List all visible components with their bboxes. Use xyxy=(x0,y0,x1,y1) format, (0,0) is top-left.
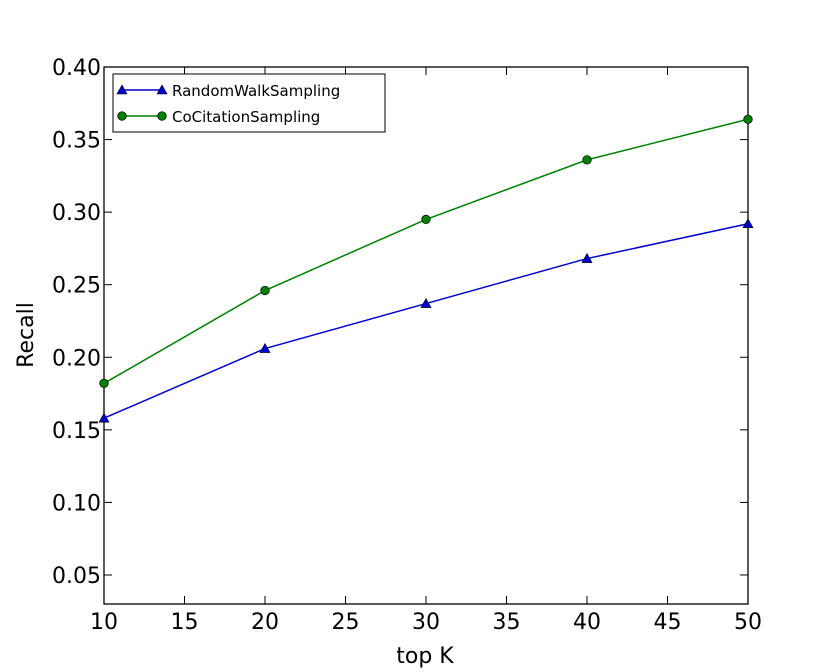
y-tick-label: 0.25 xyxy=(52,274,101,299)
legend: RandomWalkSampling CoCitationSampling xyxy=(112,73,386,133)
x-tick-label: 35 xyxy=(493,610,521,635)
y-tick-label: 0.05 xyxy=(52,564,101,589)
x-tick-label: 50 xyxy=(734,610,762,635)
x-axis-label: top K xyxy=(396,644,454,669)
y-tick-label: 0.15 xyxy=(52,419,101,444)
legend-marker-0 xyxy=(156,84,168,95)
data-point-1-3 xyxy=(582,155,592,165)
y-tick-label: 0.20 xyxy=(52,346,101,371)
y-axis-label: Recall xyxy=(14,302,39,368)
legend-marker-1 xyxy=(157,111,167,121)
legend-label-1: CoCitationSampling xyxy=(172,108,320,126)
x-tick-label: 40 xyxy=(573,610,601,635)
x-tick-label: 45 xyxy=(654,610,682,635)
data-point-1-4 xyxy=(743,114,753,124)
x-tick-label: 20 xyxy=(251,610,279,635)
legend-label-0: RandomWalkSampling xyxy=(172,82,340,100)
y-tick-label: 0.40 xyxy=(52,56,101,81)
data-point-0-2 xyxy=(420,297,432,308)
data-point-1-1 xyxy=(260,285,270,296)
x-tick-label: 30 xyxy=(412,610,440,635)
data-point-1-2 xyxy=(421,214,431,225)
data-point-0-0 xyxy=(98,412,110,423)
plot-frame xyxy=(103,66,749,605)
x-tick-label: 10 xyxy=(90,610,118,635)
data-point-1-0 xyxy=(99,378,109,389)
x-tick-label: 25 xyxy=(332,610,360,635)
data-point-0-4 xyxy=(742,218,754,229)
y-tick-label: 0.10 xyxy=(52,491,101,516)
y-tick-label: 0.30 xyxy=(52,201,101,226)
data-point-0-3 xyxy=(581,252,593,263)
plot-area: 10 15 20 25 30 35 40 45 50 0.05 0.10 0.15 0.20 0.25 0.… xyxy=(52,56,762,635)
legend-marker-0 xyxy=(116,84,128,95)
y-tick-label: 0.35 xyxy=(52,129,101,154)
legend-marker-1 xyxy=(117,111,127,121)
legend-box xyxy=(112,73,386,133)
data-point-0-1 xyxy=(259,342,271,353)
x-tick-label: 15 xyxy=(171,610,199,635)
